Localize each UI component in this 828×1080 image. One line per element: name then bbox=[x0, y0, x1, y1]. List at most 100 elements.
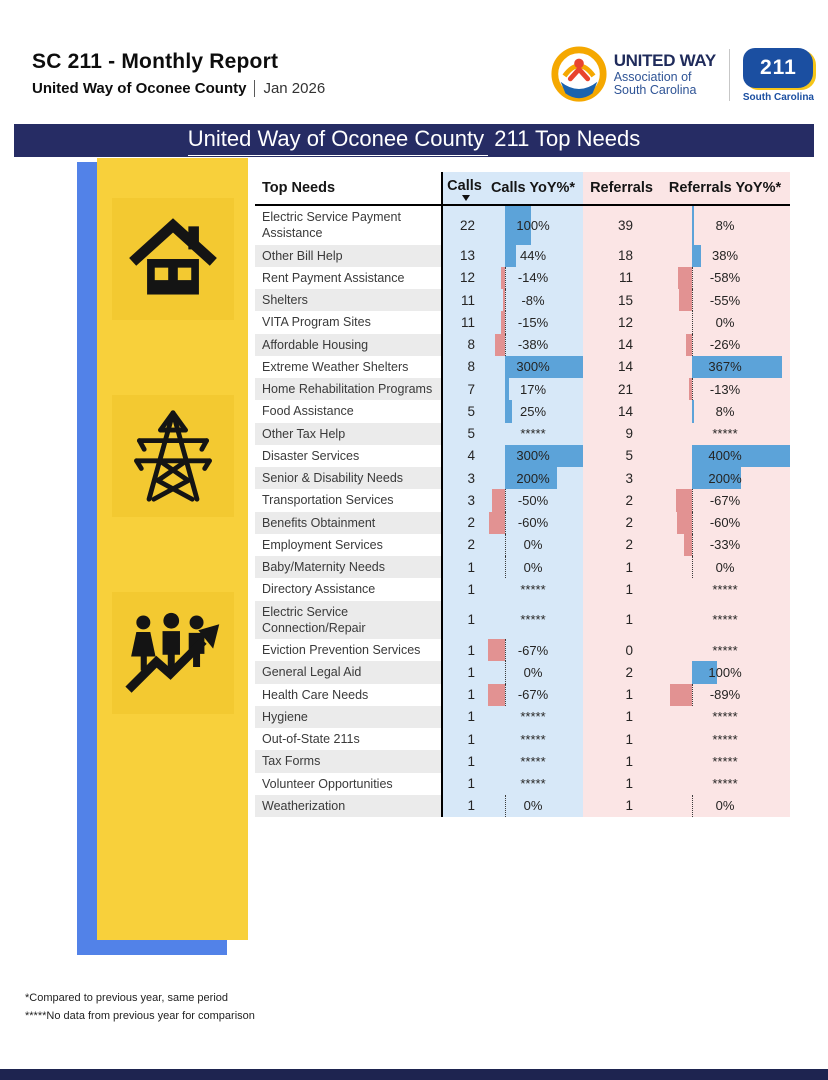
referrals-yoy-cell: ***** bbox=[660, 772, 790, 795]
yoy-value: ***** bbox=[520, 709, 546, 725]
referrals-value: 2 bbox=[583, 661, 660, 684]
table-row: Affordable Housing 8 -38% 14 -26% bbox=[255, 333, 790, 356]
column-header-top-needs[interactable]: Top Needs bbox=[262, 180, 336, 196]
referrals-yoy-cell: 8% bbox=[660, 206, 790, 245]
table-row: Home Rehabilitation Programs 7 17% 21 -13% bbox=[255, 378, 790, 401]
need-label: Transportation Services bbox=[262, 493, 394, 508]
calls-yoy-cell: -15% bbox=[483, 311, 583, 334]
yoy-value: ***** bbox=[520, 776, 546, 792]
zero-axis-line bbox=[692, 311, 693, 334]
need-label: Rent Payment Assistance bbox=[262, 270, 405, 285]
negative-yoy-bar bbox=[677, 511, 692, 534]
negative-yoy-bar bbox=[501, 311, 505, 334]
yoy-value: -13% bbox=[709, 381, 741, 397]
calls-value: 7 bbox=[443, 378, 483, 401]
referrals-value: 14 bbox=[583, 333, 660, 356]
yoy-value: -26% bbox=[709, 337, 741, 353]
referrals-yoy-cell: ***** bbox=[660, 422, 790, 445]
referrals-value: 14 bbox=[583, 400, 660, 423]
yoy-value: 0% bbox=[523, 559, 543, 575]
yoy-value: 38% bbox=[711, 248, 739, 264]
calls-value: 1 bbox=[443, 661, 483, 684]
calls-value: 1 bbox=[443, 750, 483, 773]
footnote-comparison: *Compared to previous year, same period bbox=[25, 992, 228, 1004]
calls-yoy-cell: 25% bbox=[483, 400, 583, 423]
zero-axis-line bbox=[505, 511, 506, 534]
calls-yoy-cell: ***** bbox=[483, 422, 583, 445]
referrals-value: 2 bbox=[583, 489, 660, 512]
positive-yoy-bar bbox=[505, 378, 510, 401]
referrals-yoy-cell: 0% bbox=[660, 311, 790, 334]
referrals-value: 21 bbox=[583, 378, 660, 401]
zero-axis-line bbox=[505, 556, 506, 579]
table-row: Electric Service Payment Assistance 22 100… bbox=[255, 206, 790, 245]
referrals-value: 1 bbox=[583, 683, 660, 706]
referrals-yoy-cell: -33% bbox=[660, 533, 790, 556]
zero-axis-line bbox=[692, 533, 693, 556]
yoy-value: 25% bbox=[519, 403, 547, 419]
calls-yoy-cell: 0% bbox=[483, 661, 583, 684]
yoy-value: 8% bbox=[715, 403, 735, 419]
calls-yoy-cell: -60% bbox=[483, 511, 583, 534]
yoy-value: -58% bbox=[709, 270, 741, 286]
negative-yoy-bar bbox=[501, 266, 505, 289]
calls-value: 1 bbox=[443, 556, 483, 579]
united-way-sub2: South Carolina bbox=[613, 83, 697, 98]
table-row: Extreme Weather Shelters 8 300% 14 367% bbox=[255, 355, 790, 378]
referrals-value: 2 bbox=[583, 511, 660, 534]
calls-value: 12 bbox=[443, 266, 483, 289]
zero-axis-line bbox=[505, 639, 506, 662]
column-header-referrals[interactable]: Referrals bbox=[583, 172, 660, 204]
column-header-calls[interactable]: Calls bbox=[443, 172, 483, 204]
negative-yoy-bar bbox=[492, 489, 505, 512]
negative-yoy-bar bbox=[677, 266, 692, 289]
yoy-value: 0% bbox=[523, 664, 543, 680]
zero-axis-line bbox=[505, 266, 506, 289]
yoy-value: ***** bbox=[520, 612, 546, 628]
column-header-calls-yoy[interactable]: Calls YoY%* bbox=[483, 172, 583, 204]
calls-value: 8 bbox=[443, 333, 483, 356]
referrals-yoy-cell: -67% bbox=[660, 489, 790, 512]
calls-value: 11 bbox=[443, 311, 483, 334]
positive-yoy-bar bbox=[692, 355, 782, 378]
positive-yoy-bar bbox=[505, 467, 557, 490]
referrals-yoy-cell: 0% bbox=[660, 794, 790, 817]
referrals-yoy-cell: 8% bbox=[660, 400, 790, 423]
zero-axis-line bbox=[505, 533, 506, 556]
banner-title-underlined: United Way of Oconee County bbox=[187, 126, 489, 156]
need-label: Tax Forms bbox=[255, 750, 443, 773]
positive-yoy-bar bbox=[692, 206, 694, 245]
calls-value: 1 bbox=[443, 578, 483, 601]
yellow-panel bbox=[97, 158, 248, 940]
table-row: Shelters 11 -8% 15 -55% bbox=[255, 289, 790, 312]
calls-value: 5 bbox=[443, 400, 483, 423]
yoy-value: 367% bbox=[708, 359, 742, 375]
referrals-value: 15 bbox=[583, 289, 660, 312]
yoy-value: ***** bbox=[712, 753, 738, 769]
yoy-value: -60% bbox=[709, 515, 741, 531]
calls-yoy-cell: ***** bbox=[483, 578, 583, 601]
referrals-value: 1 bbox=[583, 578, 660, 601]
need-label: Benefits Obtainment bbox=[255, 511, 443, 534]
yoy-value: -67% bbox=[517, 642, 549, 658]
referrals-value: 1 bbox=[583, 794, 660, 817]
zero-axis-line bbox=[692, 289, 693, 312]
calls-value: 8 bbox=[443, 355, 483, 378]
sort-descending-icon bbox=[461, 195, 470, 201]
yoy-value: ***** bbox=[520, 581, 546, 597]
need-label: Other Tax Help bbox=[255, 422, 443, 445]
calls-yoy-cell: ***** bbox=[483, 772, 583, 795]
zero-axis-line bbox=[692, 794, 693, 817]
table-row: Benefits Obtainment 2 -60% 2 -60% bbox=[255, 511, 790, 534]
column-header-referrals-yoy[interactable]: Referrals YoY%* bbox=[660, 172, 790, 204]
calls-value: 1 bbox=[443, 728, 483, 751]
referrals-yoy-cell: ***** bbox=[660, 578, 790, 601]
report-period: Jan 2026 bbox=[263, 80, 326, 97]
table-row: Employment Services 2 0% 2 -33% bbox=[255, 533, 790, 556]
referrals-value: 1 bbox=[583, 556, 660, 579]
yoy-value: 200% bbox=[516, 470, 550, 486]
united-way-name: UNITED WAY bbox=[613, 51, 716, 71]
referrals-value: 1 bbox=[583, 728, 660, 751]
table-body: Electric Service Payment Assistance 22 100… bbox=[255, 206, 790, 817]
positive-yoy-bar bbox=[692, 400, 694, 423]
